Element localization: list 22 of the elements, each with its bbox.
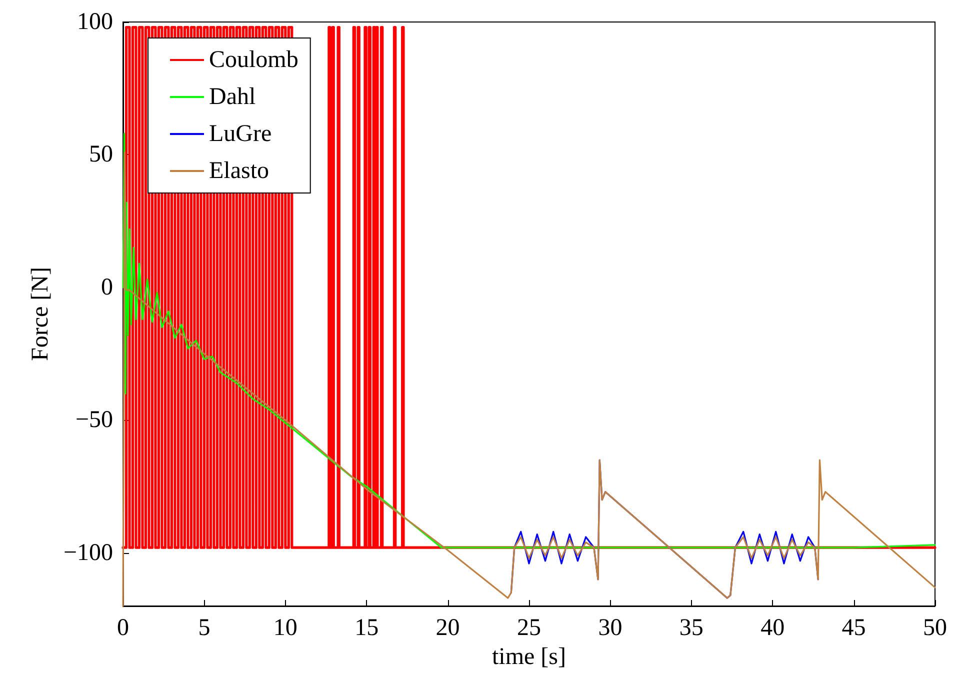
- y-tick-label: 50: [89, 142, 113, 168]
- legend-label: Elasto: [209, 158, 269, 184]
- x-tick-label: 30: [598, 615, 622, 641]
- x-axis-title: time [s]: [492, 644, 566, 670]
- y-tick-label: 0: [101, 274, 113, 300]
- x-tick-label: 25: [517, 615, 541, 641]
- legend-label: LuGre: [209, 121, 272, 147]
- x-tick-label: 35: [679, 615, 704, 641]
- x-tick-label: 50: [923, 615, 947, 641]
- y-tick-label: −50: [75, 407, 113, 434]
- legend-label: Dahl: [209, 84, 256, 110]
- x-tick-label: 5: [198, 615, 210, 641]
- x-tick-label: 15: [354, 615, 379, 641]
- x-tick-label: 20: [436, 615, 460, 641]
- y-axis-title: Force [N]: [28, 267, 54, 361]
- x-tick-label: 0: [117, 615, 129, 641]
- legend-label: Coulomb: [209, 47, 298, 73]
- y-tick-label: 100: [77, 9, 113, 35]
- x-tick-label: 45: [842, 615, 866, 641]
- x-tick-label: 40: [760, 615, 785, 641]
- x-tick-label: 10: [273, 615, 298, 641]
- y-tick-label: −100: [63, 540, 113, 566]
